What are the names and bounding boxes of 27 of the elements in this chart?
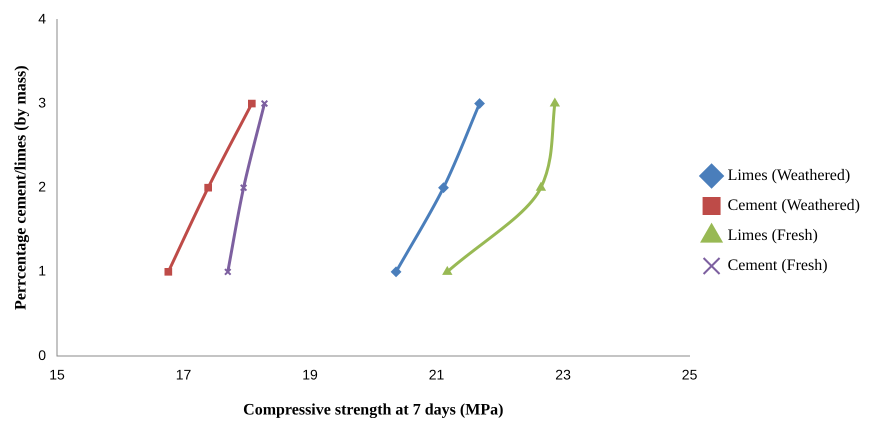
y-tick-label: 0 (38, 346, 46, 363)
point (164, 268, 172, 276)
y-tick-label: 4 (38, 10, 46, 26)
legend-label: Cement (Weathered) (728, 197, 860, 214)
x-tick-label: 23 (555, 366, 572, 382)
x-tick-label: 15 (49, 366, 65, 382)
point (442, 266, 452, 275)
x-tick-label: 21 (428, 366, 445, 382)
legend-label: Limes (Weathered) (728, 167, 850, 184)
point (474, 98, 485, 109)
y-tick-label: 3 (38, 94, 46, 110)
point (438, 182, 448, 193)
point (240, 184, 248, 192)
point (391, 266, 402, 277)
point (536, 182, 546, 191)
y-axis-title: Perrcentage cement/limes (by mass) (12, 65, 30, 310)
point (550, 98, 560, 107)
point (204, 184, 212, 192)
y-tick-label: 2 (38, 178, 46, 195)
legend-label: Cement (Fresh) (728, 257, 828, 274)
legend-label: Limes (Fresh) (728, 227, 818, 244)
x-tick-label: 19 (302, 366, 318, 382)
x-axis-title: Compressive strength at 7 days (MPa) (243, 402, 504, 419)
x-tick-label: 17 (176, 366, 192, 382)
x-tick-label: 25 (682, 366, 698, 382)
y-tick-label: 1 (38, 262, 46, 279)
point (248, 100, 256, 108)
